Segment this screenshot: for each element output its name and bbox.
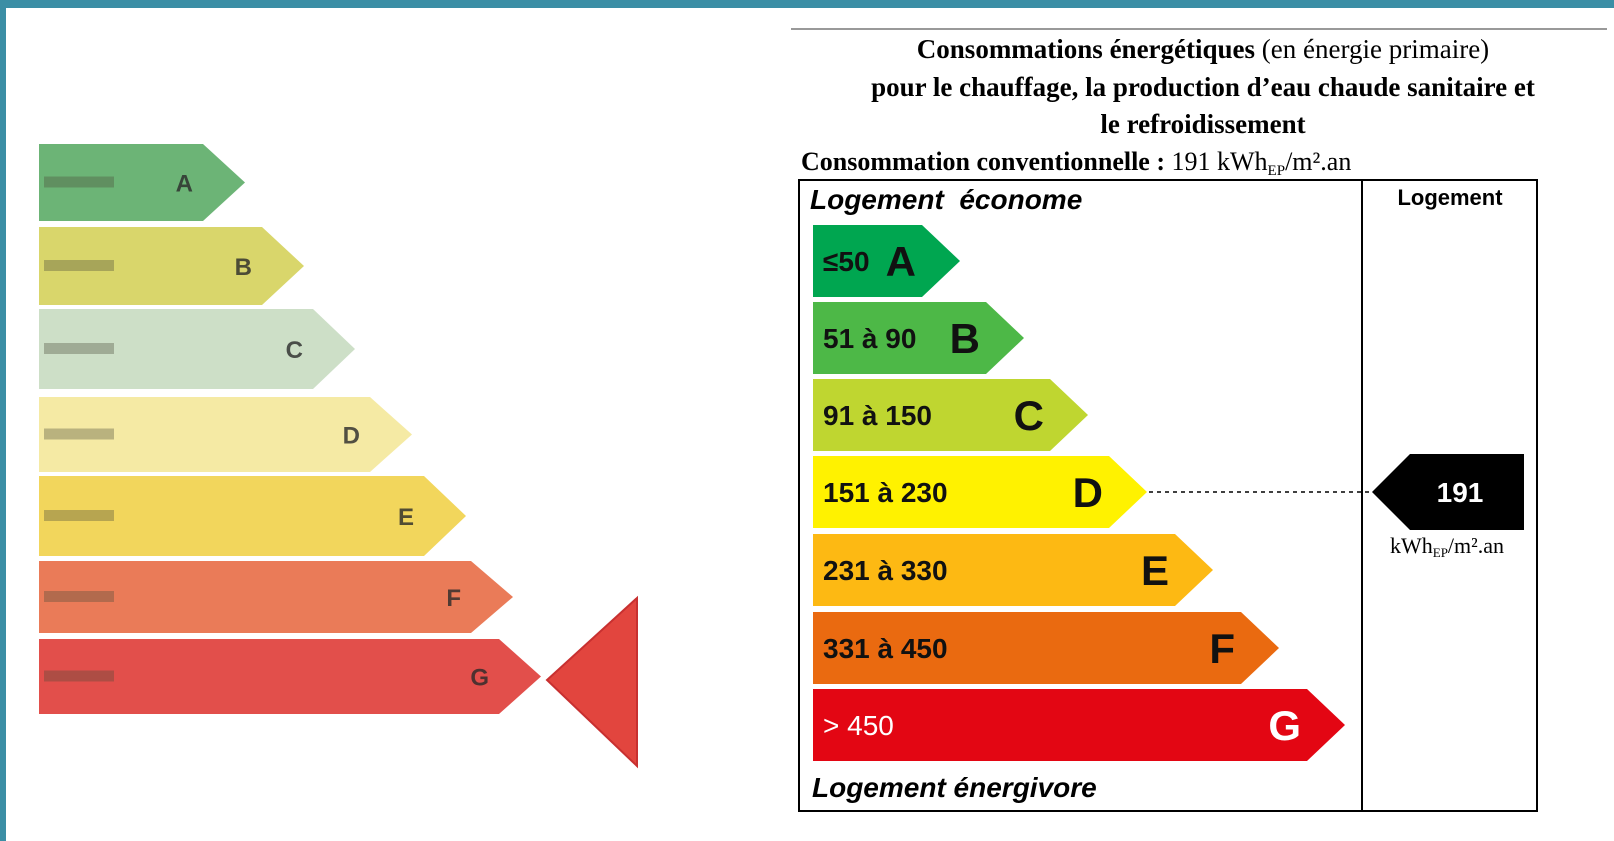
unit-sub: EP [1268, 163, 1286, 179]
class-letter: C [1014, 392, 1044, 439]
unit-rest: /m².an [1285, 147, 1351, 176]
blurred-range-text [44, 671, 114, 682]
indicator-unit: kWhEP/m².an [1390, 533, 1504, 560]
blurred-range-text [44, 260, 114, 271]
conventional-value: 191 [1172, 147, 1211, 176]
blurred-range-text [44, 177, 114, 188]
column-header: Logement [1397, 185, 1503, 210]
class-letter: F [1209, 625, 1235, 672]
bottom-label: Logement énergivore [812, 772, 1097, 803]
unit-rest: /m².an [1448, 533, 1504, 558]
left-class-bar [39, 639, 541, 714]
left-border [0, 0, 6, 841]
title-line: le refroidissement [1100, 109, 1305, 139]
class-range: > 450 [823, 710, 894, 741]
class-letter: G [1268, 702, 1301, 749]
class-range: 51 à 90 [823, 323, 916, 354]
left-class-letter: C [286, 337, 303, 364]
class-range: 331 à 450 [823, 633, 948, 664]
class-letter: D [1073, 469, 1103, 516]
class-range: 231 à 330 [823, 555, 948, 586]
unit: kWh [1217, 147, 1268, 176]
blurred-range-text [44, 429, 114, 440]
top-label: Logement économe [810, 184, 1082, 215]
class-range: ≤50 [823, 246, 870, 277]
class-letter: E [1141, 547, 1169, 594]
class-range: 151 à 230 [823, 477, 948, 508]
class-letter: B [950, 315, 980, 362]
page: ABCDEFGConsommations énergétiques (en én… [0, 0, 1614, 841]
blurred-range-text [44, 343, 114, 354]
top-border [0, 0, 1614, 8]
class-range: 91 à 150 [823, 400, 932, 431]
indicator-value: 191 [1437, 477, 1484, 508]
title-line: pour le chauffage, la production d’eau c… [871, 72, 1535, 102]
unit: kWh [1390, 533, 1433, 558]
left-class-letter: B [235, 254, 252, 281]
unit-sub: EP [1433, 545, 1448, 560]
blurred-range-text [44, 591, 114, 602]
title-line: Consommations énergétiques (en énergie p… [917, 34, 1489, 64]
class-letter: A [886, 238, 916, 285]
blurred-range-text [44, 510, 114, 521]
left-class-letter: A [176, 171, 193, 198]
left-class-letter: F [446, 585, 461, 612]
title-normal: (en énergie primaire) [1262, 34, 1489, 64]
conventional-label: Consommation conventionnelle : [801, 147, 1165, 176]
left-class-letter: D [343, 423, 360, 450]
left-class-letter: G [470, 665, 489, 692]
title-bold: Consommations énergétiques [917, 34, 1255, 64]
screenshot: ABCDEFGConsommations énergétiques (en én… [0, 0, 1614, 841]
left-class-letter: E [398, 504, 414, 531]
